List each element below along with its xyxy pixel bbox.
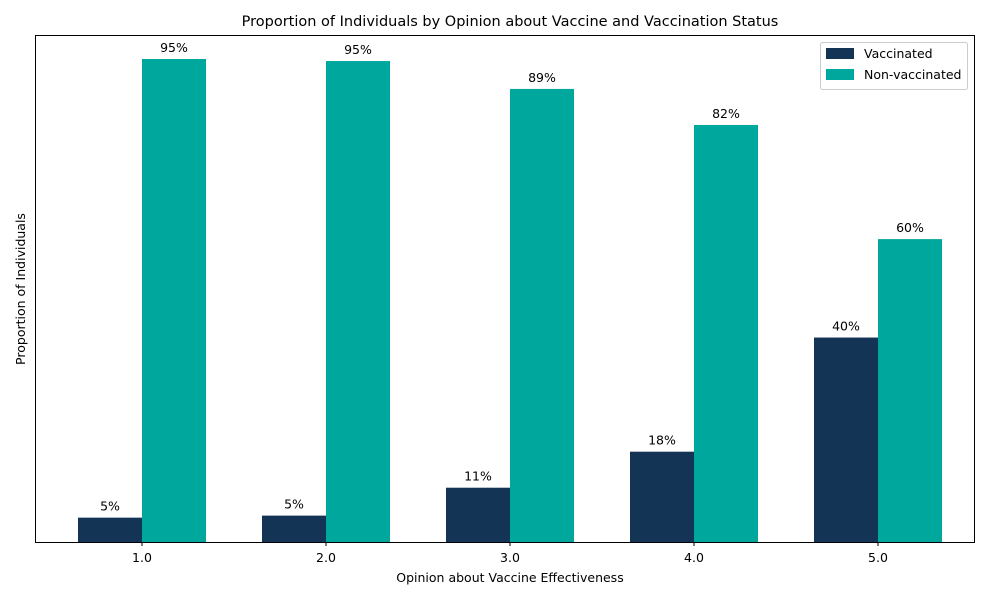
- legend-box: [820, 42, 968, 90]
- legend-label-non-vaccinated: Non-vaccinated: [864, 67, 961, 82]
- x-ticks-group: 1.0 2.0 3.0 4.0 5.0: [132, 542, 888, 565]
- plot-frame: [35, 35, 975, 543]
- data-label-vaccinated-4: 18%: [648, 433, 676, 448]
- data-label-non-vaccinated-5: 60%: [896, 220, 924, 235]
- bar-vaccinated-1: [78, 517, 142, 542]
- x-axis-label: Opinion about Vaccine Effectiveness: [396, 570, 623, 585]
- data-label-vaccinated-5: 40%: [832, 319, 860, 334]
- data-label-non-vaccinated-1: 95%: [160, 40, 188, 55]
- data-label-vaccinated-3: 11%: [464, 469, 492, 484]
- bar-vaccinated-5: [814, 337, 878, 542]
- legend: Vaccinated Non-vaccinated: [820, 42, 968, 90]
- x-tick-label-1: 1.0: [132, 550, 152, 565]
- bar-vaccinated-2: [262, 515, 326, 542]
- bars-group: 5% 95% 5% 95% 11% 89% 18% 82% 40% 60%: [78, 40, 942, 543]
- bar-non-vaccinated-4: [694, 124, 758, 543]
- legend-swatch-non-vaccinated: [826, 69, 854, 80]
- bar-non-vaccinated-3: [510, 88, 574, 542]
- x-tick-label-3: 3.0: [500, 550, 520, 565]
- data-label-vaccinated-1: 5%: [100, 499, 120, 514]
- x-tick-label-4: 4.0: [684, 550, 704, 565]
- bar-non-vaccinated-2: [326, 61, 390, 542]
- chart-title: Proportion of Individuals by Opinion abo…: [242, 14, 779, 30]
- data-label-non-vaccinated-4: 82%: [712, 106, 740, 121]
- x-tick-label-2: 2.0: [316, 550, 336, 565]
- y-axis-label: Proportion of Individuals: [13, 213, 28, 365]
- bar-vaccinated-4: [630, 451, 694, 542]
- bar-non-vaccinated-5: [878, 239, 942, 542]
- data-label-vaccinated-2: 5%: [284, 497, 304, 512]
- x-tick-label-5: 5.0: [868, 550, 888, 565]
- legend-swatch-vaccinated: [826, 48, 854, 59]
- legend-label-vaccinated: Vaccinated: [864, 46, 933, 61]
- bar-non-vaccinated-1: [142, 59, 206, 542]
- data-label-non-vaccinated-2: 95%: [344, 42, 372, 57]
- bar-vaccinated-3: [446, 487, 510, 542]
- data-label-non-vaccinated-3: 89%: [528, 70, 556, 85]
